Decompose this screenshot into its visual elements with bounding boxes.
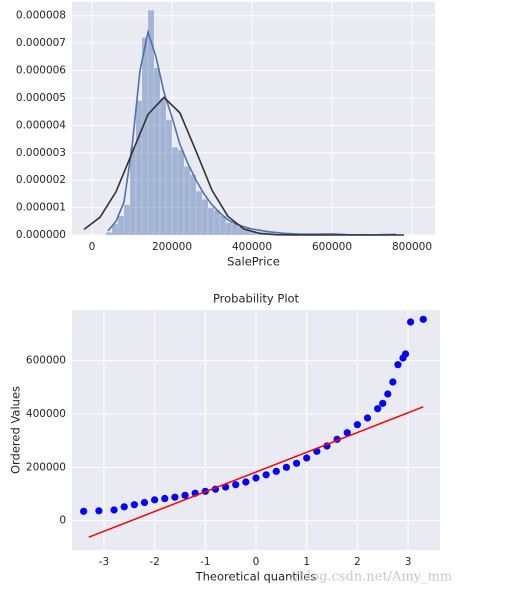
y-tick-label: 200000 bbox=[26, 461, 66, 473]
x-tick-label: 400000 bbox=[232, 241, 272, 253]
x-tick-label: -3 bbox=[99, 556, 109, 568]
bar bbox=[219, 215, 227, 236]
watermark: //blog.csdn.net/Amy_mm bbox=[290, 570, 452, 585]
x-tick-label: -1 bbox=[200, 556, 210, 568]
point bbox=[80, 507, 88, 515]
density-line bbox=[107, 29, 397, 236]
plot-background bbox=[72, 2, 435, 235]
point bbox=[389, 378, 397, 386]
y-tick-label: 0.000004 bbox=[16, 119, 66, 131]
point bbox=[401, 350, 410, 358]
x-tick-label: 0 bbox=[89, 241, 96, 253]
point bbox=[292, 459, 301, 467]
point bbox=[171, 493, 179, 501]
y-tick-label: 0.000007 bbox=[16, 37, 66, 49]
y-tick-label: 400000 bbox=[26, 408, 66, 420]
point bbox=[151, 496, 159, 504]
bar bbox=[105, 232, 113, 236]
point bbox=[252, 474, 260, 482]
point bbox=[262, 471, 270, 479]
bar bbox=[147, 9, 155, 236]
point bbox=[374, 405, 382, 413]
x-tick-label: 800000 bbox=[392, 241, 432, 253]
x-axis-label: Theoretical quantiles bbox=[195, 570, 317, 584]
bar bbox=[195, 190, 203, 236]
bar bbox=[207, 207, 215, 236]
point bbox=[130, 501, 138, 509]
point bbox=[120, 503, 128, 511]
point bbox=[181, 491, 189, 499]
bar bbox=[111, 223, 119, 236]
y-tick-label: 0.000006 bbox=[16, 65, 66, 77]
x-axis-label: SalePrice bbox=[227, 255, 280, 269]
point bbox=[363, 414, 372, 422]
bar bbox=[141, 37, 149, 236]
point bbox=[303, 454, 311, 462]
point bbox=[161, 494, 169, 503]
x-tick-label: 1 bbox=[303, 556, 310, 568]
x-tick-label: 0 bbox=[253, 556, 260, 568]
point bbox=[353, 421, 361, 429]
x-tick-label: -2 bbox=[149, 556, 159, 568]
point bbox=[419, 315, 427, 323]
y-tick-label: 0 bbox=[59, 515, 66, 527]
y-tick-label: 0.000001 bbox=[16, 202, 66, 214]
density-line bbox=[83, 96, 404, 236]
point bbox=[272, 467, 280, 475]
point bbox=[384, 390, 392, 398]
x-tick-label: 2 bbox=[354, 556, 361, 568]
bar bbox=[225, 222, 233, 236]
bar bbox=[213, 210, 221, 236]
point bbox=[379, 399, 387, 407]
bar bbox=[231, 223, 239, 236]
point bbox=[232, 481, 240, 489]
bar bbox=[201, 199, 209, 236]
chart-title: Probability Plot bbox=[213, 292, 300, 306]
point bbox=[110, 506, 118, 514]
bar bbox=[159, 97, 167, 236]
point bbox=[242, 478, 250, 486]
bar bbox=[165, 119, 173, 236]
bar bbox=[129, 147, 137, 236]
fit-line bbox=[88, 406, 424, 538]
y-tick-label: 0.000005 bbox=[16, 92, 66, 104]
point bbox=[343, 429, 351, 437]
point bbox=[140, 498, 149, 507]
bar bbox=[123, 204, 131, 236]
point bbox=[282, 463, 291, 471]
bar bbox=[171, 147, 179, 236]
y-tick-label: 0.000002 bbox=[16, 174, 66, 186]
point bbox=[394, 361, 402, 369]
y-tick-label: 0.000003 bbox=[16, 147, 66, 159]
point bbox=[95, 507, 103, 515]
bar bbox=[177, 149, 185, 236]
y-tick-label: 0.000000 bbox=[16, 229, 66, 241]
bar bbox=[183, 166, 191, 236]
bar bbox=[189, 174, 197, 236]
bar bbox=[135, 100, 143, 236]
x-tick-label: 3 bbox=[405, 556, 412, 568]
y-axis-label: Ordered Values bbox=[9, 386, 23, 474]
x-tick-label: 600000 bbox=[312, 241, 352, 253]
y-tick-label: 0.000008 bbox=[16, 10, 66, 22]
x-tick-label: 200000 bbox=[152, 241, 192, 253]
y-tick-label: 600000 bbox=[26, 355, 66, 367]
point bbox=[407, 318, 415, 326]
bar bbox=[117, 215, 125, 236]
bar bbox=[153, 67, 161, 236]
